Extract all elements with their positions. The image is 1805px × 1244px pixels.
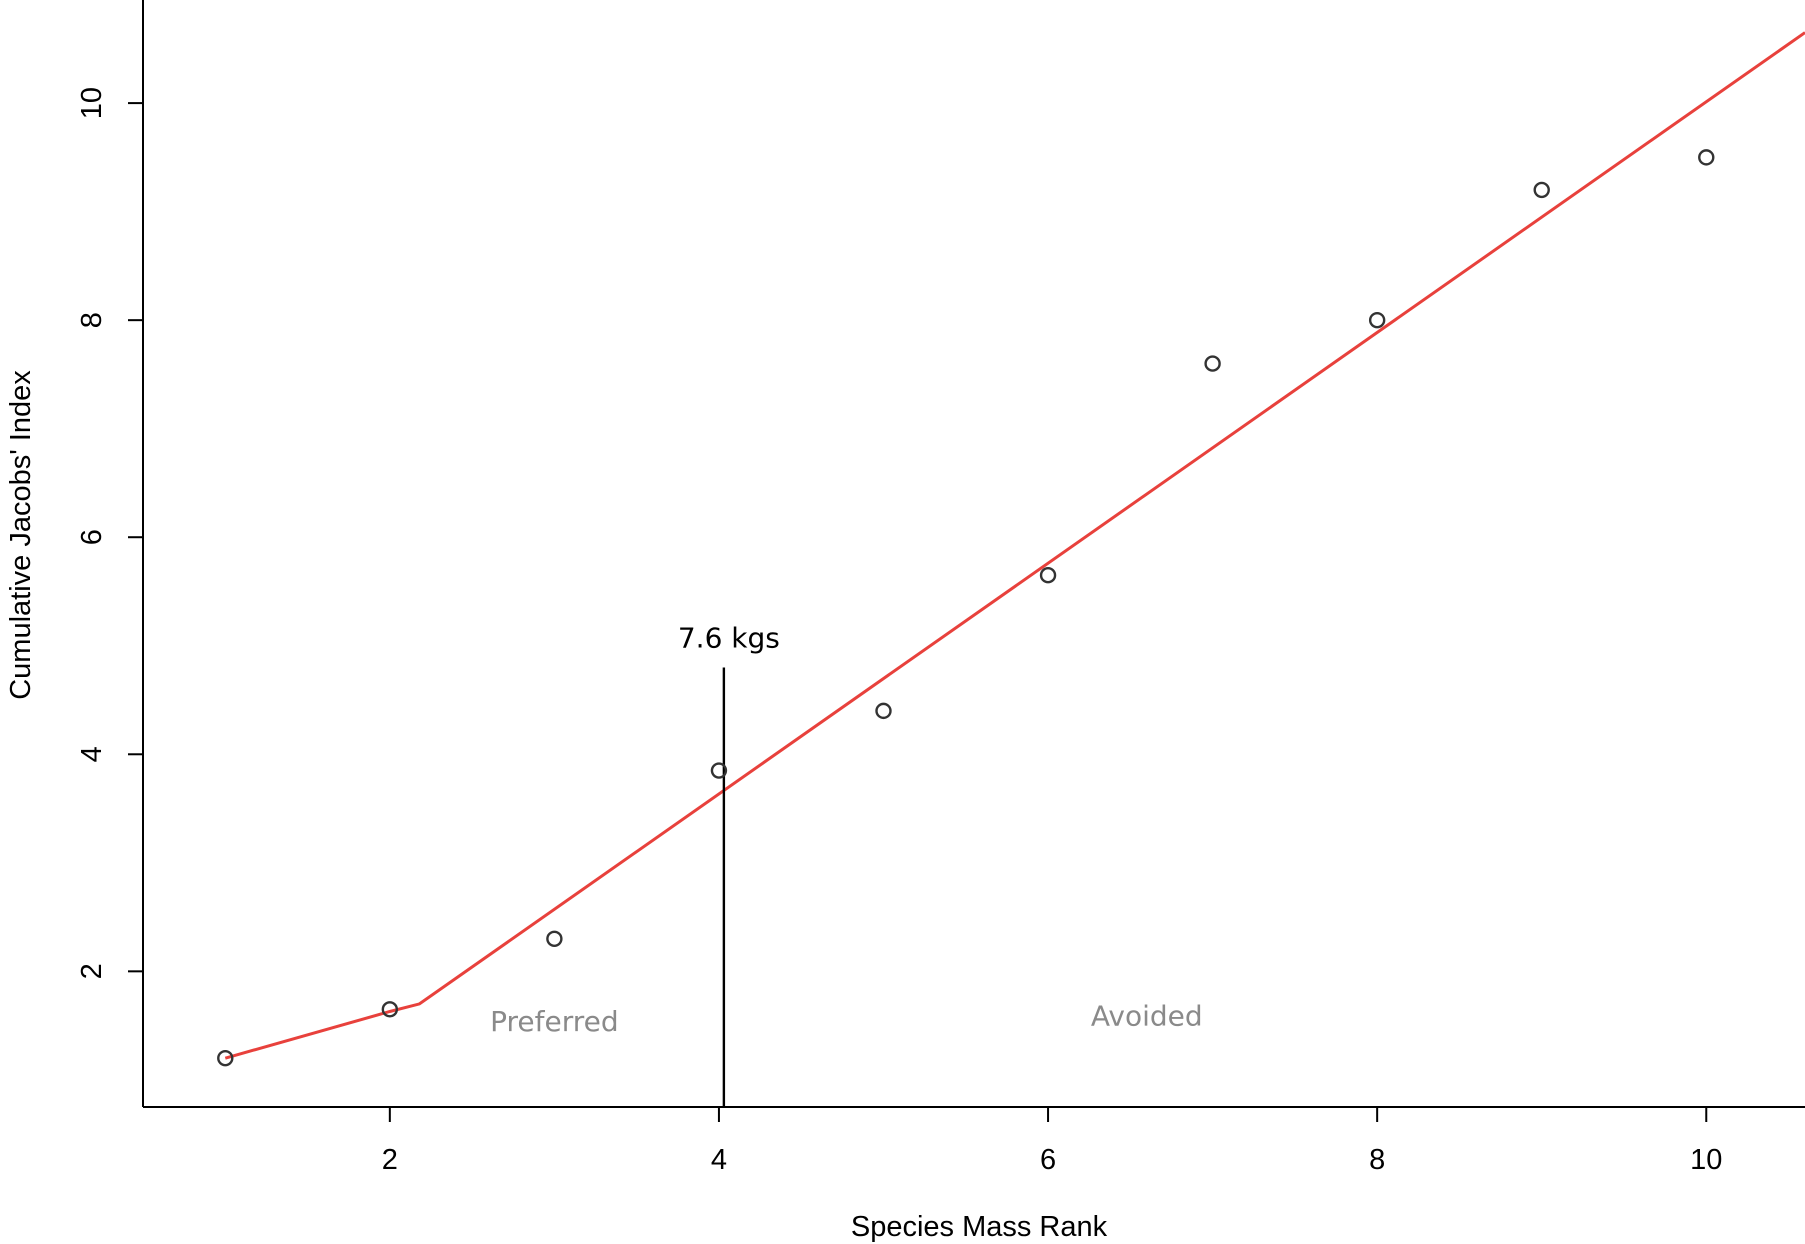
data-point-8 (1368, 311, 1386, 329)
y-tick-label-6: 6 (76, 529, 108, 545)
threshold-label: 7.6 kgs (678, 621, 780, 654)
x-axis-ticks: 2 4 6 8 10 (382, 1107, 1722, 1176)
region-label-avoided: Avoided (1091, 1000, 1203, 1033)
annotations: 7.6 kgs Preferred Avoided (490, 621, 1203, 1107)
data-point-9 (1533, 181, 1550, 199)
axes (142, 0, 1805, 1108)
data-point-7 (1204, 355, 1221, 372)
data-point-1 (217, 1049, 234, 1067)
x-axis-title: Species Mass Rank (851, 1211, 1108, 1243)
y-tick-label-10: 10 (76, 87, 108, 119)
region-label-preferred: Preferred (490, 1005, 619, 1038)
data-point-4 (710, 762, 728, 779)
y-axis-title: Cumulative Jacobs' Index (5, 370, 37, 700)
data-point-6 (1039, 567, 1057, 584)
y-tick-label-8: 8 (76, 312, 108, 328)
data-point-10 (1698, 149, 1715, 166)
y-tick-label-2: 2 (76, 963, 108, 979)
data-point-2 (381, 1001, 399, 1018)
fit-line-group (224, 31, 1805, 1060)
data-points (217, 149, 1715, 1067)
data-point-3 (546, 930, 563, 947)
fit-line (224, 31, 1805, 1060)
y-tick-label-4: 4 (76, 746, 108, 762)
data-point-5 (875, 702, 892, 720)
x-tick-label-2: 2 (382, 1144, 398, 1176)
x-tick-label-4: 4 (711, 1144, 727, 1176)
x-tick-label-8: 8 (1369, 1144, 1385, 1176)
y-axis-ticks: 2 4 6 8 10 (76, 87, 143, 979)
x-tick-label-6: 6 (1040, 1144, 1056, 1176)
x-tick-label-10: 10 (1690, 1144, 1722, 1176)
